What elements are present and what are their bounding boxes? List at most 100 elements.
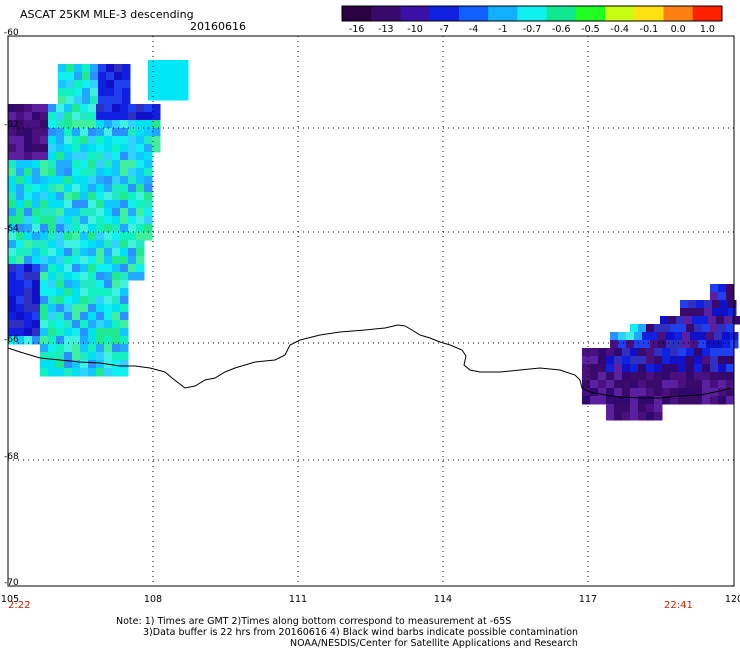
swath-cell <box>598 372 607 381</box>
swath-cell <box>96 168 105 177</box>
swath-cell <box>686 356 695 365</box>
swath-cell <box>40 328 49 337</box>
swath-cell <box>96 224 105 233</box>
swath-cell <box>104 200 113 209</box>
swath-cell <box>40 336 49 345</box>
swath-cell <box>696 300 705 309</box>
swath-cell <box>24 264 33 273</box>
swath-cell <box>80 272 89 281</box>
swath-cell <box>106 80 115 89</box>
swath-cell <box>128 144 137 153</box>
colorbar-swatch <box>692 6 723 21</box>
swath-cell <box>72 312 81 321</box>
swath-cell <box>56 192 65 201</box>
swath-cell <box>688 308 697 317</box>
swath-cell <box>64 104 73 113</box>
swath-cell <box>590 380 599 389</box>
swath-cell <box>56 160 65 169</box>
swath-cell <box>598 396 607 405</box>
swath-cell <box>662 396 671 405</box>
swath-cell <box>180 92 189 101</box>
swath-cell <box>56 368 65 377</box>
swath-cell <box>16 168 25 177</box>
swath-cell <box>710 324 719 333</box>
swath-cell <box>24 112 33 121</box>
swath-cell <box>58 88 67 97</box>
swath-cell <box>638 388 647 397</box>
swath-cell <box>48 144 57 153</box>
swath-cell <box>48 176 57 185</box>
swath-cell <box>72 216 81 225</box>
swath-cell <box>144 160 153 169</box>
latitude-tick-label: -68 <box>4 452 19 462</box>
swath-cell <box>8 336 17 345</box>
swath-cell <box>16 200 25 209</box>
swath-cell <box>40 168 49 177</box>
swath-cell <box>148 84 157 93</box>
swath-cell <box>16 120 25 129</box>
swath-cell <box>654 324 663 333</box>
swath-cell <box>88 264 97 273</box>
swath-cell <box>678 348 687 357</box>
swath-cell <box>114 88 123 97</box>
swath-cell <box>120 320 129 329</box>
swath-cell <box>104 296 113 305</box>
swath-cell <box>646 388 655 397</box>
swath-cell <box>32 184 41 193</box>
swath-cell <box>646 356 655 365</box>
swath-cell <box>128 272 137 281</box>
swath-cell <box>8 152 17 161</box>
swath-cell <box>56 344 65 353</box>
swath-cell <box>98 96 107 105</box>
swath-cell <box>128 256 137 265</box>
swath-cell <box>114 96 123 105</box>
swath-cell <box>112 312 121 321</box>
swath-cell <box>48 304 57 313</box>
swath-cell <box>96 144 105 153</box>
swath-cell <box>598 356 607 365</box>
swath-cell <box>144 176 153 185</box>
swath-cell <box>48 368 57 377</box>
swath-cell <box>144 224 153 233</box>
swath-cell <box>96 320 105 329</box>
swath-cell <box>694 364 703 373</box>
swath-cell <box>136 232 145 241</box>
swath-cell <box>112 240 121 249</box>
swath-cell <box>40 280 49 289</box>
swath-cell <box>56 304 65 313</box>
swath-cell <box>694 396 703 405</box>
swath-cell <box>662 348 671 357</box>
swath-cell <box>64 120 73 129</box>
swath-cell <box>8 304 17 313</box>
swath-cell <box>120 168 129 177</box>
swath-cell <box>104 368 113 377</box>
swath-cell <box>80 312 89 321</box>
swath-cell <box>56 240 65 249</box>
swath-cell <box>56 136 65 145</box>
swath-cell <box>72 288 81 297</box>
swath-cell <box>104 256 113 265</box>
swath-cell <box>718 284 727 293</box>
swath-cell <box>164 60 173 69</box>
swath-cell <box>112 216 121 225</box>
antarctic-coastline <box>7 324 731 399</box>
colorbar-swatch <box>429 6 460 21</box>
swath-cell <box>634 340 643 349</box>
swath-cell <box>48 240 57 249</box>
swath-cell <box>72 304 81 313</box>
swath-cell <box>180 76 189 85</box>
swath-cell <box>16 176 25 185</box>
swath-cell <box>702 388 711 397</box>
swath-cell <box>88 216 97 225</box>
swath-cell <box>112 256 121 265</box>
swath-cell <box>64 272 73 281</box>
swath-cell <box>148 60 157 69</box>
swath-cell <box>32 120 41 129</box>
swath-cell <box>156 84 165 93</box>
swath-cell <box>40 152 49 161</box>
swath-cell <box>622 412 631 421</box>
swath-cell <box>128 240 137 249</box>
swath-cell <box>658 340 667 349</box>
swath-cell <box>56 168 65 177</box>
